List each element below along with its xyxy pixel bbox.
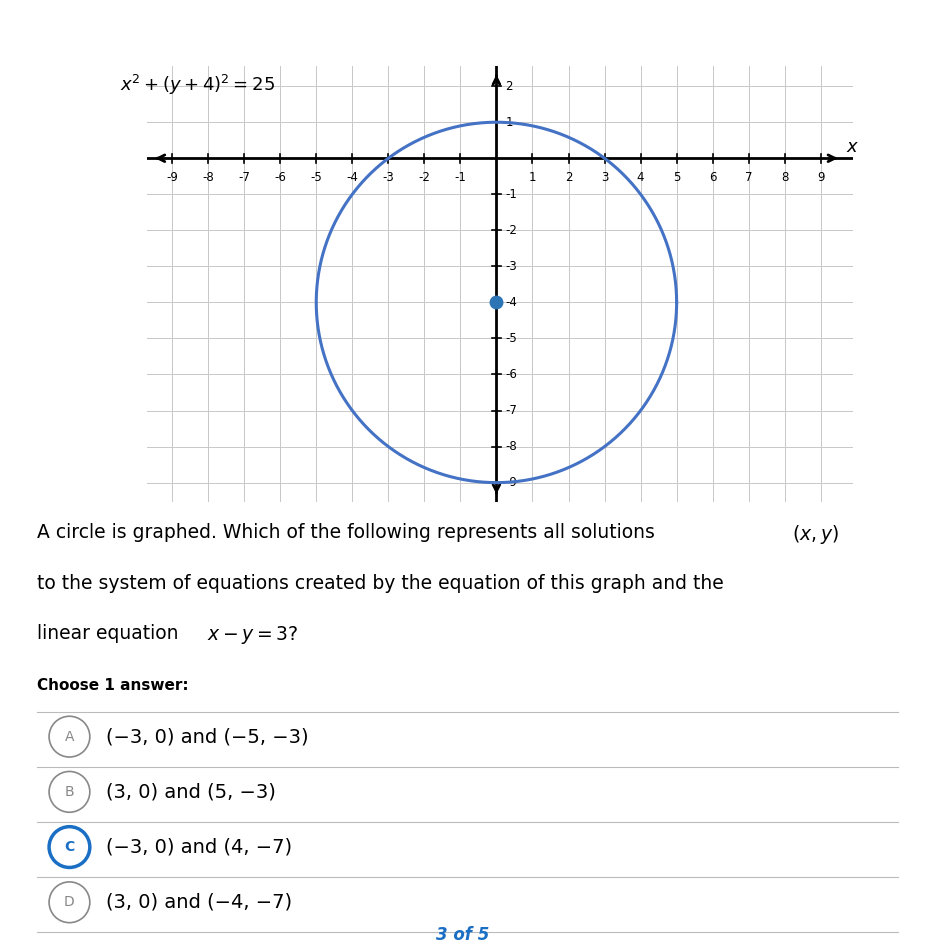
Text: -4: -4 — [346, 171, 358, 184]
Text: B: B — [65, 785, 74, 799]
Text: 5: 5 — [673, 171, 681, 184]
Text: -9: -9 — [166, 171, 178, 184]
Text: -4: -4 — [506, 296, 518, 309]
Text: -9: -9 — [506, 476, 518, 489]
Text: $x - y = 3$?: $x - y = 3$? — [207, 624, 299, 647]
Text: (−3, 0) and (4, −7): (−3, 0) and (4, −7) — [106, 838, 293, 857]
Text: 2: 2 — [565, 171, 572, 184]
Text: -7: -7 — [238, 171, 250, 184]
Text: -8: -8 — [202, 171, 214, 184]
Text: 9: 9 — [817, 171, 824, 184]
Text: 3: 3 — [601, 171, 608, 184]
Text: (−3, 0) and (−5, −3): (−3, 0) and (−5, −3) — [106, 727, 309, 746]
Text: A: A — [65, 730, 74, 743]
Text: 1: 1 — [529, 171, 536, 184]
Text: to the system of equations created by the equation of this graph and the: to the system of equations created by th… — [37, 574, 724, 592]
Text: (3, 0) and (5, −3): (3, 0) and (5, −3) — [106, 782, 276, 801]
Text: 8: 8 — [781, 171, 788, 184]
Text: 3 of 5: 3 of 5 — [436, 925, 490, 943]
Text: A circle is graphed. Which of the following represents all solutions: A circle is graphed. Which of the follow… — [37, 523, 661, 542]
Text: -2: -2 — [419, 171, 431, 184]
Text: 7: 7 — [745, 171, 753, 184]
Text: $(x, y)$: $(x, y)$ — [792, 523, 839, 546]
Text: -5: -5 — [506, 332, 518, 345]
Text: 2: 2 — [506, 80, 513, 93]
Text: x: x — [846, 138, 857, 156]
Text: linear equation: linear equation — [37, 624, 184, 643]
Text: -1: -1 — [455, 171, 467, 184]
Text: Choose 1 answer:: Choose 1 answer: — [37, 679, 189, 693]
Text: -3: -3 — [506, 260, 518, 273]
Text: -6: -6 — [274, 171, 286, 184]
Text: D: D — [64, 895, 75, 909]
Text: $x^2+(y+4)^2=25$: $x^2+(y+4)^2=25$ — [120, 73, 275, 97]
Text: C: C — [64, 840, 75, 854]
Text: -6: -6 — [506, 368, 518, 381]
Text: -1: -1 — [506, 188, 518, 201]
Text: -2: -2 — [506, 224, 518, 237]
Text: -3: -3 — [382, 171, 394, 184]
Text: -7: -7 — [506, 404, 518, 417]
Text: (3, 0) and (−4, −7): (3, 0) and (−4, −7) — [106, 893, 293, 912]
Text: 6: 6 — [709, 171, 717, 184]
Text: -5: -5 — [310, 171, 322, 184]
Text: -8: -8 — [506, 440, 518, 453]
Text: 1: 1 — [506, 116, 513, 129]
Text: 4: 4 — [637, 171, 644, 184]
